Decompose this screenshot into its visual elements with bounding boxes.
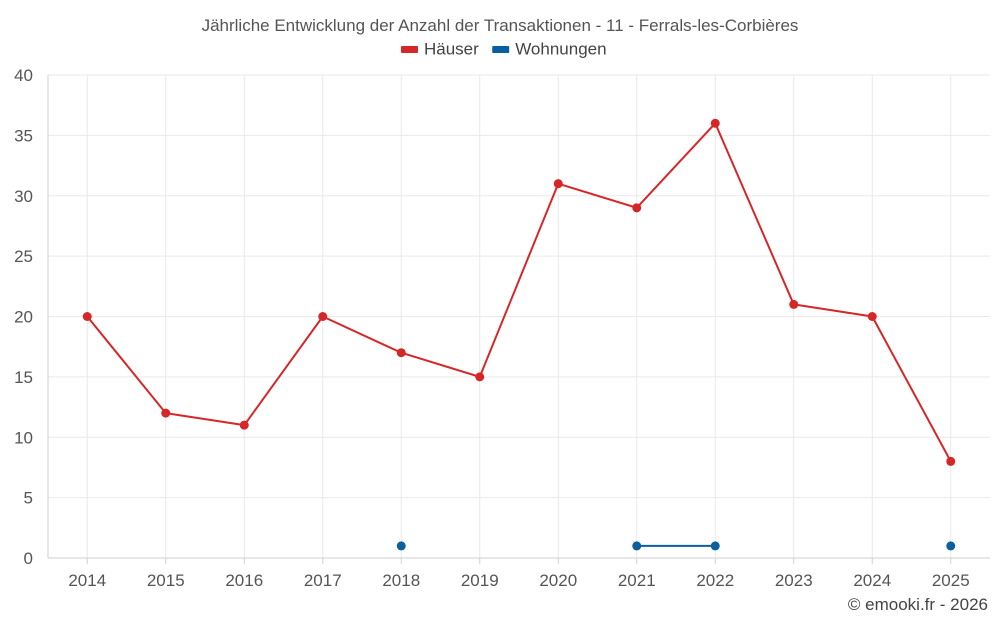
x-tick-label: 2014	[68, 571, 106, 590]
x-tick-label: 2023	[775, 571, 813, 590]
series-h-user	[82, 118, 956, 466]
x-tick-label: 2016	[225, 571, 263, 590]
y-tick-label: 40	[14, 66, 33, 85]
y-axis: 0 5 10 15 20 25 30 35 40	[14, 66, 33, 568]
data-point-h-user[interactable]	[867, 312, 877, 321]
x-tick-label: 2015	[147, 571, 185, 590]
series-line-h-user	[86, 122, 952, 462]
x-tick-label: 2024	[853, 571, 891, 590]
data-point-wohnungen[interactable]	[946, 541, 956, 551]
data-point-h-user[interactable]	[318, 312, 328, 321]
y-tick-label: 10	[14, 428, 33, 447]
y-tick-label: 15	[14, 368, 33, 387]
x-tick-label: 2021	[618, 571, 656, 590]
legend-swatch	[492, 46, 510, 53]
y-tick-label: 25	[14, 247, 33, 266]
x-tick-label: 2025	[932, 571, 970, 590]
legend-item-h-user[interactable]: Häuser	[401, 40, 479, 59]
x-tick-label: 2019	[461, 571, 499, 590]
x-tick-label: 2022	[696, 571, 734, 590]
data-point-h-user[interactable]	[789, 299, 799, 309]
series-wohnungen	[396, 541, 956, 551]
data-point-h-user[interactable]	[475, 372, 485, 382]
credit-text: © emooki.fr - 2026	[848, 595, 988, 614]
legend-label: Wohnungen	[515, 40, 606, 59]
data-point-h-user[interactable]	[710, 118, 720, 128]
data-point-wohnungen[interactable]	[632, 541, 642, 551]
legend-item-wohnungen[interactable]: Wohnungen	[492, 40, 607, 59]
legend-label: Häuser	[424, 40, 479, 59]
x-tick-label: 2017	[304, 571, 342, 590]
grid-lines	[47, 74, 990, 559]
data-point-h-user[interactable]	[82, 312, 92, 321]
data-point-h-user[interactable]	[946, 456, 956, 466]
y-tick-label: 30	[14, 187, 33, 206]
series-layer	[82, 118, 956, 551]
x-tick-label: 2018	[382, 571, 420, 590]
legend-swatch	[401, 46, 418, 53]
data-point-wohnungen[interactable]	[396, 541, 406, 551]
y-tick-label: 20	[14, 308, 33, 327]
y-tick-label: 0	[24, 549, 33, 568]
data-point-h-user[interactable]	[161, 408, 171, 418]
legend: Häuser Wohnungen	[401, 40, 607, 59]
data-point-h-user[interactable]	[239, 420, 249, 430]
data-point-h-user[interactable]	[553, 179, 563, 189]
data-point-wohnungen[interactable]	[710, 541, 720, 551]
x-tick-label: 2020	[539, 571, 577, 590]
y-tick-label: 5	[24, 489, 33, 508]
data-point-h-user[interactable]	[632, 203, 642, 213]
data-point-h-user[interactable]	[396, 348, 406, 358]
y-tick-label: 35	[14, 126, 33, 145]
x-axis: 2014 2015 2016 2017 2018 2019 2020 2021 2022 2023…	[68, 558, 970, 590]
chart-title: Jährliche Entwicklung der Anzahl der Tra…	[202, 16, 799, 35]
